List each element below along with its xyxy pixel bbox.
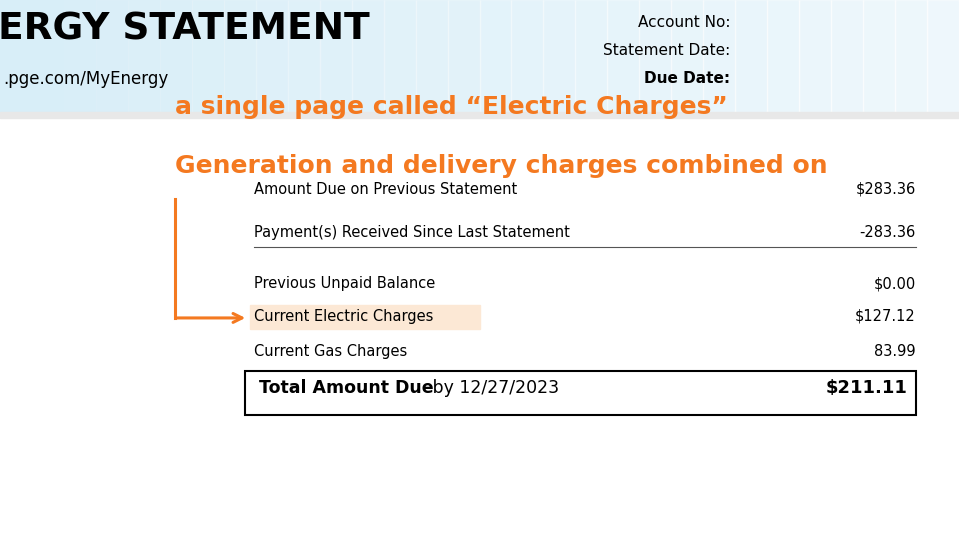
Text: $211.11: $211.11: [826, 379, 908, 397]
Text: Generation and delivery charges combined on: Generation and delivery charges combined…: [175, 154, 828, 178]
Bar: [544, 0, 575, 112]
Text: Due Date:: Due Date:: [643, 71, 730, 86]
Bar: [223, 0, 256, 112]
Bar: [799, 0, 831, 112]
Text: Current Electric Charges: Current Electric Charges: [254, 309, 433, 324]
Bar: [0, 0, 959, 112]
Bar: [703, 0, 736, 112]
Bar: [192, 0, 223, 112]
Bar: [480, 0, 511, 112]
Text: Your Account Summary: Your Account Summary: [352, 397, 607, 416]
Bar: [256, 0, 288, 112]
Text: Current Gas Charges: Current Gas Charges: [254, 344, 408, 359]
Text: $127.12: $127.12: [855, 309, 916, 324]
Bar: [352, 0, 384, 112]
Bar: [0, 112, 959, 118]
Text: Amount Due on Previous Statement: Amount Due on Previous Statement: [254, 182, 518, 197]
Bar: [448, 0, 480, 112]
Bar: [128, 0, 160, 112]
Text: -283.36: -283.36: [859, 225, 916, 240]
Text: Payment(s) Received Since Last Statement: Payment(s) Received Since Last Statement: [254, 225, 570, 240]
Bar: [736, 0, 767, 112]
Bar: [767, 0, 799, 112]
Bar: [831, 0, 863, 112]
Bar: [64, 0, 96, 112]
Bar: [319, 0, 352, 112]
Bar: [250, 305, 480, 329]
Bar: [575, 0, 607, 112]
Bar: [640, 0, 671, 112]
Text: 83.99: 83.99: [875, 344, 916, 359]
Text: ERGY STATEMENT: ERGY STATEMENT: [0, 12, 370, 48]
Text: $0.00: $0.00: [874, 276, 916, 292]
Bar: [415, 0, 448, 112]
Text: .pge.com/MyEnergy: .pge.com/MyEnergy: [3, 70, 168, 88]
Text: Previous Unpaid Balance: Previous Unpaid Balance: [254, 276, 435, 292]
Bar: [384, 0, 415, 112]
Bar: [32, 0, 64, 112]
Bar: [863, 0, 895, 112]
Bar: [160, 0, 192, 112]
Bar: [927, 0, 959, 112]
Text: Statement Date:: Statement Date:: [603, 43, 730, 58]
Text: Total Amount Due: Total Amount Due: [259, 379, 433, 397]
Bar: [607, 0, 640, 112]
Bar: [96, 0, 128, 112]
Bar: [288, 0, 319, 112]
Text: by 12/27/2023: by 12/27/2023: [427, 379, 559, 397]
Bar: [0, 0, 32, 112]
Bar: [511, 0, 544, 112]
Bar: [895, 0, 927, 112]
Text: Account No:: Account No:: [638, 15, 730, 30]
Text: $283.36: $283.36: [855, 182, 916, 197]
Bar: [671, 0, 703, 112]
Text: a single page called “Electric Charges”: a single page called “Electric Charges”: [175, 95, 728, 119]
Bar: [245, 371, 916, 415]
